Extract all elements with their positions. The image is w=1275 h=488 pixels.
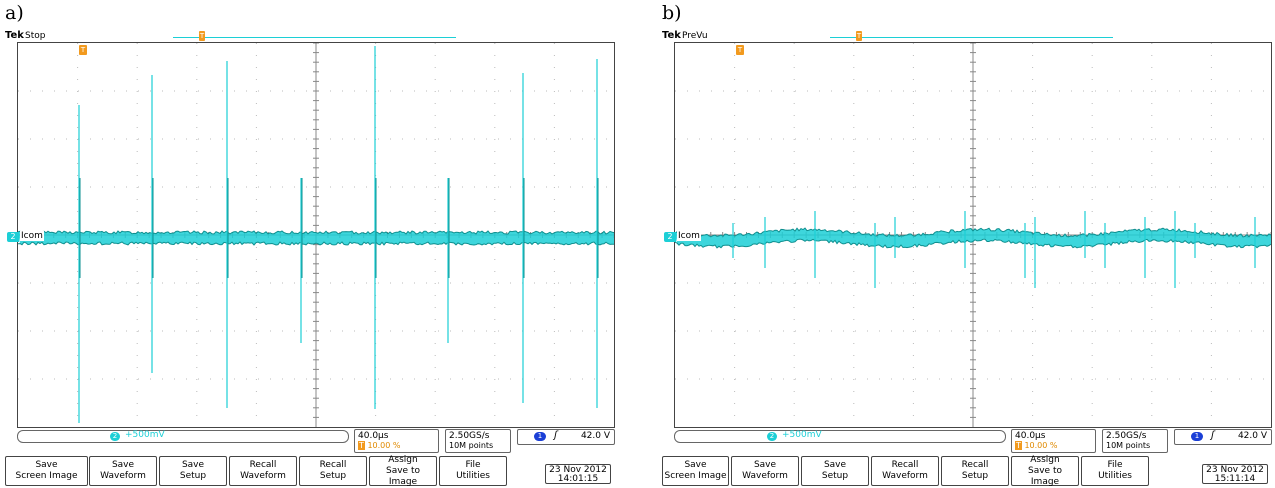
channel-scale-value: +500mV <box>125 430 165 440</box>
channel-scale-value: +500mV <box>782 430 822 440</box>
sample-rate-readout[interactable]: 2.50GS/s 10M points <box>1102 429 1168 453</box>
panel-letter: a) <box>5 2 24 24</box>
recall-waveform-button[interactable]: Recall Waveform <box>871 456 939 486</box>
save-setup-button[interactable]: Save Setup <box>159 456 227 486</box>
trigger-position-icon: T <box>199 31 205 41</box>
acquisition-status: PreVu <box>682 31 708 41</box>
trigger-level-value: 42.0 V <box>580 431 610 441</box>
bottom-menu: Save Screen Image Save Waveform Save Setup … <box>662 455 1272 487</box>
waveform-display[interactable]: T 2 Icom <box>664 42 1272 428</box>
trigger-point-icon: T <box>79 45 87 55</box>
timebase-value: 40.0µs <box>1015 431 1046 441</box>
assign-save-to-image-button[interactable]: Assign Save to Image <box>369 455 437 487</box>
save-waveform-button[interactable]: Save Waveform <box>731 456 799 486</box>
trigger-readout[interactable]: 1 ʃ 42.0 V <box>517 429 615 445</box>
recall-waveform-button[interactable]: Recall Waveform <box>229 456 297 486</box>
channel-scale-readout[interactable]: 2 +500mV <box>674 430 1006 443</box>
waveform-display[interactable]: T 2 Icom <box>7 42 615 428</box>
readout-bar: 2 +500mV 40.0µs T 10.00 % 2.50GS/s 10M p… <box>674 429 1272 453</box>
save-waveform-button[interactable]: Save Waveform <box>89 456 157 486</box>
channel-2-ground-icon[interactable]: 2 <box>7 232 19 242</box>
rising-edge-icon: ʃ <box>554 430 558 441</box>
file-utilities-button[interactable]: File Utilities <box>1081 456 1149 486</box>
channel-scale-readout[interactable]: 2 +500mV <box>17 430 349 443</box>
scope-panel-b: b) Tek PreVu T T 2 Icom 2 +500mV 40.0µs … <box>662 0 1272 487</box>
acquisition-status: Stop <box>25 31 46 41</box>
date-time-readout: 23 Nov 2012 15:11:14 <box>1202 464 1268 484</box>
readout-bar: 2 +500mV 40.0µs T 10.00 % 2.50GS/s 10M p… <box>17 429 615 453</box>
trigger-source-icon: 1 <box>534 432 546 441</box>
save-setup-button[interactable]: Save Setup <box>801 456 869 486</box>
brand-logo: Tek <box>5 30 24 41</box>
timebase-readout[interactable]: 40.0µs T 10.00 % <box>1011 429 1096 453</box>
save-screen-image-button[interactable]: Save Screen Image <box>662 456 729 486</box>
trigger-readout[interactable]: 1 ʃ 42.0 V <box>1174 429 1272 445</box>
trigger-level-value: 42.0 V <box>1237 431 1267 441</box>
panel-letter: b) <box>662 2 682 24</box>
trigger-position-icon: T <box>856 31 862 41</box>
trigger-position-bar[interactable] <box>830 37 1113 38</box>
bottom-menu: Save Screen Image Save Waveform Save Setup … <box>5 455 615 487</box>
trigger-point-icon: T <box>736 45 744 55</box>
timebase-value: 40.0µs <box>358 431 389 441</box>
channel-label: Icom <box>20 231 44 241</box>
trigger-position-bar[interactable] <box>173 37 456 38</box>
recall-setup-button[interactable]: Recall Setup <box>299 456 367 486</box>
channel-2-badge: 2 <box>110 432 120 441</box>
graticule <box>18 43 614 427</box>
channel-label: Icom <box>677 231 701 241</box>
brand-logo: Tek <box>662 30 681 41</box>
rising-edge-icon: ʃ <box>1211 430 1215 441</box>
recall-setup-button[interactable]: Recall Setup <box>941 456 1009 486</box>
channel-2-badge: 2 <box>767 432 777 441</box>
sample-rate-value: 2.50GS/s <box>449 431 490 441</box>
timebase-readout[interactable]: 40.0µs T 10.00 % <box>354 429 439 453</box>
date-time-readout: 23 Nov 2012 14:01:15 <box>545 464 611 484</box>
sample-rate-value: 2.50GS/s <box>1106 431 1147 441</box>
channel-2-ground-icon[interactable]: 2 <box>664 232 676 242</box>
sample-rate-readout[interactable]: 2.50GS/s 10M points <box>445 429 511 453</box>
save-screen-image-button[interactable]: Save Screen Image <box>5 456 88 486</box>
record-length-value: 10M points <box>449 441 494 450</box>
trigger-position-value: T 10.00 % <box>1015 441 1058 450</box>
file-utilities-button[interactable]: File Utilities <box>439 456 507 486</box>
graticule <box>675 43 1271 427</box>
record-length-value: 10M points <box>1106 441 1151 450</box>
scope-panel-a: a) Tek Stop T T 2 Icom 2 +500mV 40.0µs T… <box>5 0 615 487</box>
assign-save-to-image-button[interactable]: Assign Save to Image <box>1011 455 1079 487</box>
trigger-source-icon: 1 <box>1191 432 1203 441</box>
trigger-position-value: T 10.00 % <box>358 441 401 450</box>
